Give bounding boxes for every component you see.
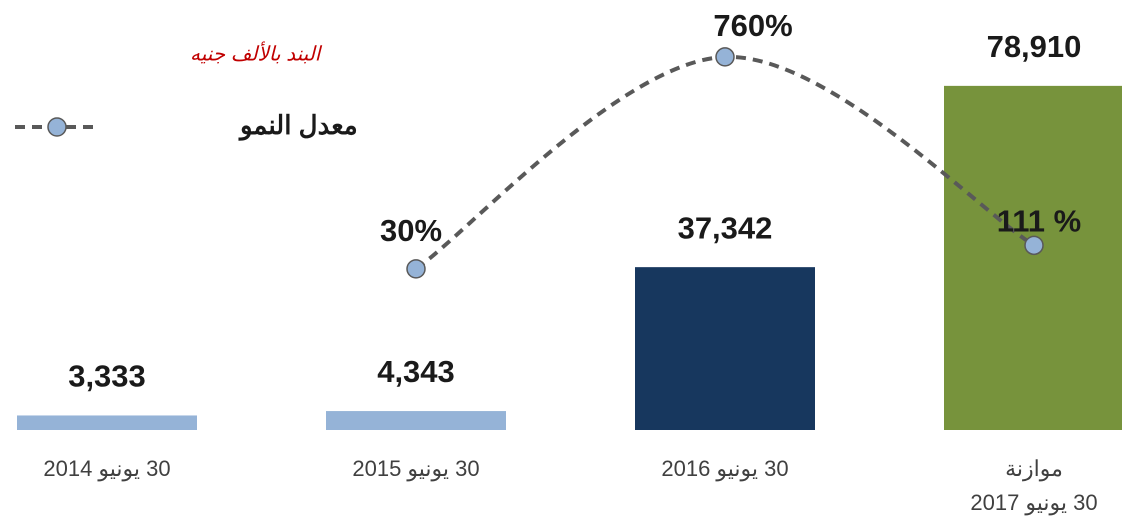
x-tick-label: 30 يونيو 2016 [661, 456, 789, 481]
line-value-label: 760% [713, 8, 792, 43]
bar [635, 267, 815, 430]
legend-marker [47, 117, 67, 137]
legend: معدل النمو [15, 110, 358, 141]
x-tick-label: موازنة 30 يونيو 2017 [970, 456, 1098, 515]
bar [326, 411, 506, 430]
line-value-label: 111 % [997, 204, 1081, 239]
line-marker [406, 259, 426, 279]
bar [944, 85, 1122, 430]
bar-value-label: 37,342 [678, 210, 773, 245]
unit-note: البند بالألف جنيه [190, 40, 323, 65]
legend-label: معدل النمو [238, 110, 358, 141]
bar-value-label: 78,910 [987, 29, 1082, 64]
line-value-label: 30% [380, 213, 442, 248]
line-marker [1024, 235, 1044, 256]
line-marker [715, 47, 735, 67]
bar-value-label: 4,343 [377, 354, 455, 389]
x-tick-label: 30 يونيو 2014 [43, 456, 171, 481]
x-tick-label: 30 يونيو 2015 [352, 456, 480, 481]
bar-value-label: 3,333 [68, 359, 146, 394]
bar [17, 415, 197, 430]
